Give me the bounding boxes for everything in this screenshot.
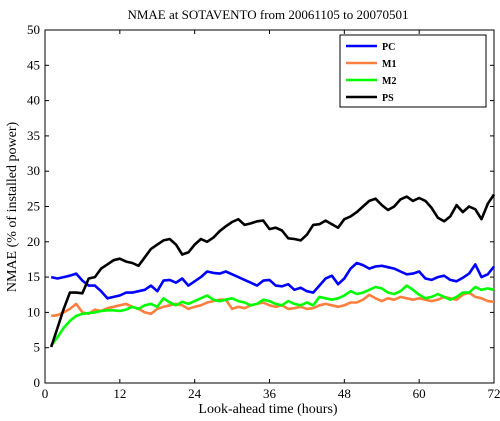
y-axis-label: NMAE (% of installed power) xyxy=(5,122,20,293)
chart-title: NMAE at SOTAVENTO from 20061105 to 20070… xyxy=(127,7,408,22)
x-tick-label: 36 xyxy=(263,386,277,401)
y-tick-label: 45 xyxy=(27,57,40,72)
x-tick-label: 0 xyxy=(42,386,49,401)
y-tick-label: 15 xyxy=(27,269,40,284)
series-line-pc xyxy=(50,261,496,300)
legend-label-ps: PS xyxy=(382,93,394,104)
x-tick-label: 24 xyxy=(188,386,202,401)
legend-label-pc: PC xyxy=(382,42,395,53)
y-tick-label: 50 xyxy=(27,22,40,37)
x-axis-label: Look-ahead time (hours) xyxy=(198,402,338,417)
y-tick-label: 5 xyxy=(34,340,41,355)
series-line-m2 xyxy=(50,284,495,347)
y-tick-label: 0 xyxy=(34,375,41,390)
y-tick-label: 25 xyxy=(27,199,40,214)
series-line-m1 xyxy=(51,291,495,318)
legend-label-m1: M1 xyxy=(382,59,396,70)
y-tick-label: 40 xyxy=(27,93,40,108)
x-tick-label: 72 xyxy=(488,386,500,401)
x-tick-label: 48 xyxy=(338,386,351,401)
y-tick-label: 35 xyxy=(27,128,40,143)
y-tick-label: 10 xyxy=(27,304,40,319)
x-tick-label: 12 xyxy=(113,386,126,401)
y-tick-label: 20 xyxy=(27,234,40,249)
series-line-ps xyxy=(49,193,496,348)
y-tick-label: 30 xyxy=(27,163,40,178)
x-tick-label: 60 xyxy=(413,386,426,401)
legend-label-m2: M2 xyxy=(382,76,396,87)
